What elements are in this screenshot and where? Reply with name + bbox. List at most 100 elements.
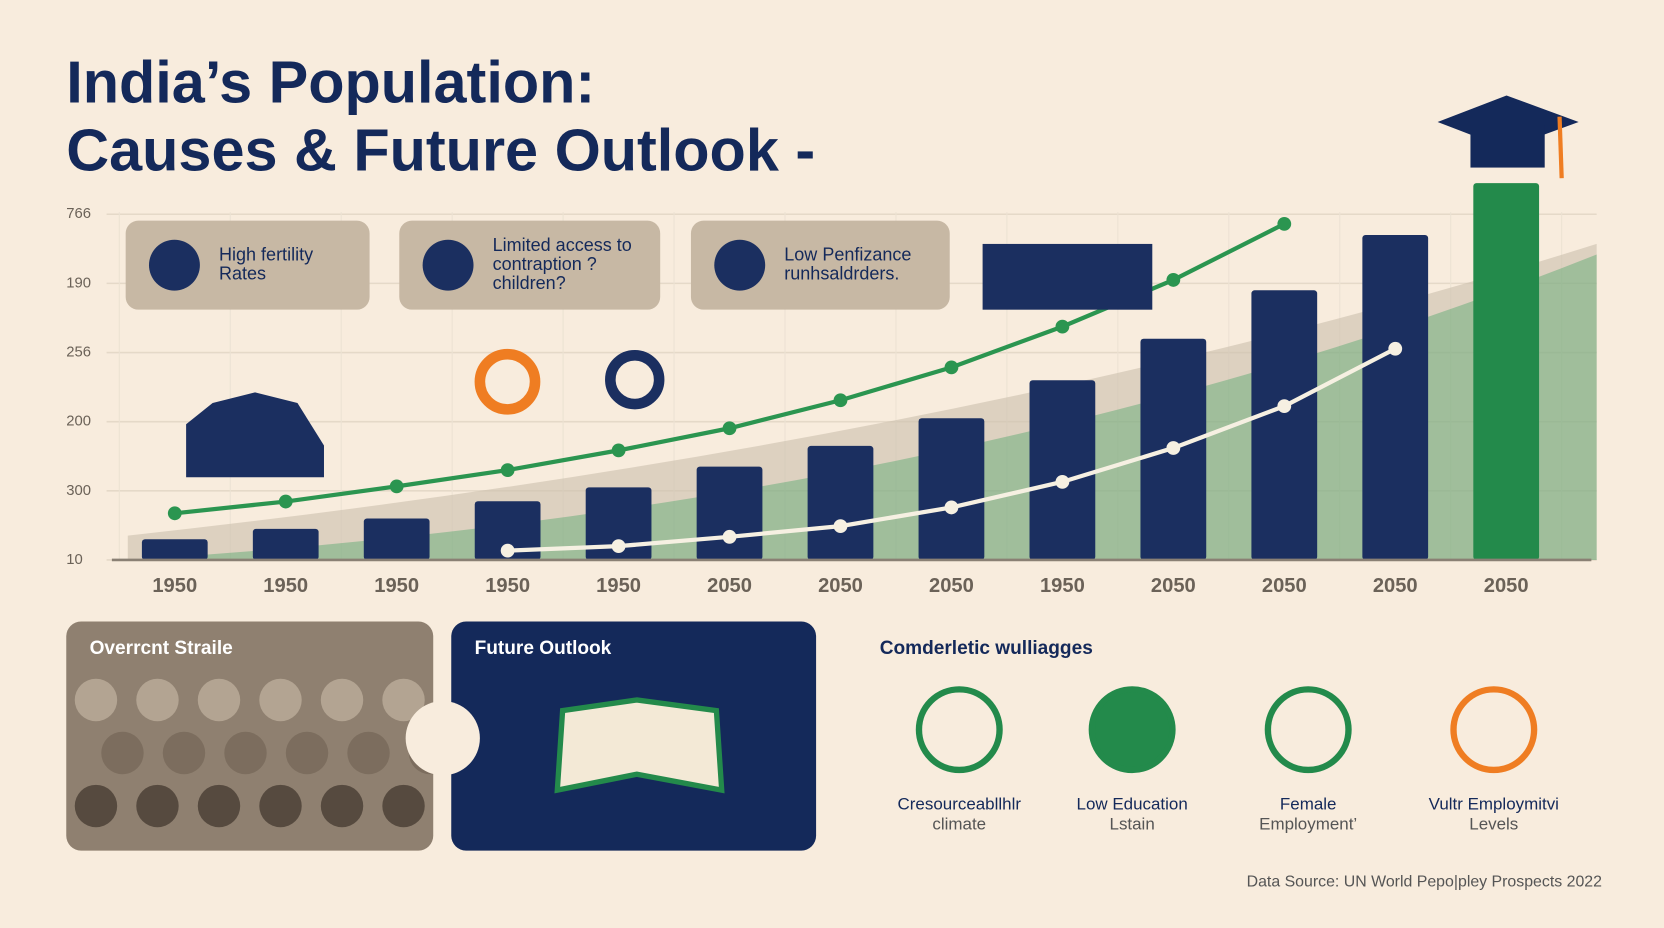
trend-point xyxy=(1055,474,1070,489)
x-tick-label: 2050 xyxy=(1262,575,1307,597)
trend-point xyxy=(611,443,626,458)
crowd-icon xyxy=(382,678,425,722)
crowd-icon xyxy=(382,784,425,828)
trend-point xyxy=(1388,341,1403,356)
x-tick-label: 2050 xyxy=(1151,575,1196,597)
cause-text: children? xyxy=(493,273,566,293)
source: Data Source: UN World Pepo|pley Prospect… xyxy=(1247,874,1603,891)
factor-label: Cresourceabllhlr xyxy=(898,794,1022,813)
bar xyxy=(141,539,208,560)
bar xyxy=(363,518,430,560)
bar xyxy=(1251,290,1318,560)
y-tick-label: 766 xyxy=(66,206,91,222)
trend-point xyxy=(722,529,737,544)
trend-point xyxy=(1166,441,1181,455)
trend-point xyxy=(833,393,848,408)
city-icon xyxy=(982,243,1153,310)
crowd-icon xyxy=(320,784,364,828)
bar xyxy=(696,466,763,560)
y-tick-label: 200 xyxy=(66,414,91,430)
y-tick-label: 10 xyxy=(66,552,83,568)
crowd-icon xyxy=(285,731,329,775)
trend-point xyxy=(500,463,515,477)
trend-point xyxy=(1166,273,1181,287)
trend-point xyxy=(500,543,515,558)
y-tick-label: 190 xyxy=(66,275,91,291)
cause-icon xyxy=(148,239,200,291)
trend-point xyxy=(833,519,848,533)
panel-title: Future Outlook xyxy=(475,638,612,659)
x-tick-label: 2050 xyxy=(707,575,752,597)
bar xyxy=(474,501,541,560)
cause-box xyxy=(690,220,950,310)
cause-text: Rates xyxy=(219,263,266,283)
x-tick-label: 1950 xyxy=(374,575,419,597)
crowd-icon xyxy=(224,731,267,775)
factor-label: climate xyxy=(932,815,986,834)
crowd-icon xyxy=(74,678,118,722)
trend-point xyxy=(944,360,959,375)
family-icon xyxy=(186,392,324,478)
female-icon xyxy=(474,348,541,415)
bar xyxy=(918,418,985,560)
bar xyxy=(1473,183,1540,560)
crowd-icon xyxy=(259,678,302,722)
x-tick-label: 2050 xyxy=(818,575,863,597)
factor-label: Female xyxy=(1280,794,1337,813)
bar xyxy=(1029,380,1096,560)
y-tick-label: 256 xyxy=(66,344,91,360)
female-icon xyxy=(605,349,665,410)
factors-title: Comderletic wulliagges xyxy=(880,638,1093,659)
crowd-icon xyxy=(136,678,179,722)
bar xyxy=(807,445,874,560)
cause-icon xyxy=(714,239,766,291)
trend-point xyxy=(1055,319,1070,334)
trend-point xyxy=(389,479,404,494)
crowd-icon xyxy=(162,731,206,775)
cause-text: runhsaldrders. xyxy=(784,263,899,283)
crowd-icon xyxy=(347,731,390,775)
title: India’s Population: xyxy=(66,49,595,116)
crowd-icon xyxy=(136,784,179,828)
x-tick-label: 1950 xyxy=(152,575,197,597)
x-tick-label: 2050 xyxy=(1373,575,1418,597)
x-tick-label: 2050 xyxy=(1484,575,1529,597)
factor-label: Levels xyxy=(1469,815,1518,834)
area-shade xyxy=(127,243,1597,560)
factor-icon xyxy=(1264,686,1352,774)
area-green xyxy=(127,254,1597,560)
factor-label: Vultr Employmitvi xyxy=(1429,794,1559,813)
factor-label: Employment’ xyxy=(1259,815,1357,834)
factor-label: Lstain xyxy=(1110,815,1155,834)
trend-point xyxy=(278,494,293,509)
crowd-icon xyxy=(320,678,364,722)
x-tick-label: 1950 xyxy=(596,575,641,597)
book-icon xyxy=(554,697,725,794)
crowd-icon xyxy=(197,678,241,722)
trend-point xyxy=(944,500,959,515)
trend-point xyxy=(1277,399,1292,414)
trend-point xyxy=(722,421,737,436)
factor-label: Low Education xyxy=(1077,794,1188,813)
factor-icon xyxy=(915,686,1003,774)
trend-point xyxy=(611,539,626,554)
cause-icon xyxy=(422,239,474,291)
cause-text: contraption ? xyxy=(493,254,597,274)
panel-title: Overrcnt Straile xyxy=(90,638,233,659)
bar xyxy=(252,528,319,560)
factor-icon xyxy=(1450,686,1538,774)
crowd-icon xyxy=(259,784,302,828)
x-tick-label: 1950 xyxy=(263,575,308,597)
trend-point xyxy=(167,506,182,521)
x-tick-label: 1950 xyxy=(485,575,530,597)
x-tick-label: 1950 xyxy=(1040,575,1085,597)
cause-text: Limited access to xyxy=(493,235,632,255)
crowd-icon xyxy=(74,784,118,828)
trend-point xyxy=(1277,217,1292,231)
bar xyxy=(585,487,652,560)
bar xyxy=(1362,234,1429,560)
factor-icon xyxy=(1088,686,1176,774)
cause-text: High fertility xyxy=(219,244,313,264)
